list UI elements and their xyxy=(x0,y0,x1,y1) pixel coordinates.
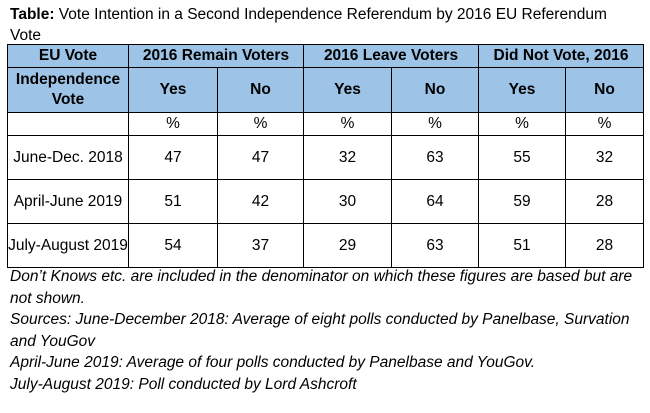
value-cell: 54 xyxy=(128,223,218,268)
note-sources-2018: Sources: June-December 2018: Average of … xyxy=(10,311,630,350)
leave-yes-header: Yes xyxy=(303,67,392,113)
note-sources-april-june-2019: April-June 2019: Average of four polls c… xyxy=(10,354,536,372)
table-row: June-Dec. 2018 47 47 32 63 55 32 xyxy=(7,135,645,180)
did-not-vote-header: Did Not Vote, 2016 xyxy=(478,44,645,68)
unit-cell: % xyxy=(303,112,392,136)
value-cell: 28 xyxy=(565,179,645,224)
value-cell: 47 xyxy=(128,135,218,180)
table-row: July-August 2019 54 37 29 63 51 28 xyxy=(7,223,645,268)
remain-voters-header: 2016 Remain Voters xyxy=(128,44,304,68)
unit-cell: % xyxy=(478,112,567,136)
note-sources-july-august-2019: July-August 2019: Poll conducted by Lord… xyxy=(10,375,357,393)
units-empty-cell xyxy=(7,112,129,136)
header-row-groups: EU Vote 2016 Remain Voters 2016 Leave Vo… xyxy=(7,44,645,68)
caption-prefix: Table: xyxy=(10,6,55,23)
independence-vote-header: Independence Vote xyxy=(7,67,129,113)
value-cell: 30 xyxy=(303,179,392,224)
value-cell: 63 xyxy=(390,135,480,180)
did-not-vote-no-header: No xyxy=(565,67,645,113)
units-row: % % % % % % xyxy=(7,112,645,136)
value-cell: 32 xyxy=(303,135,392,180)
header-row-answers: Independence Vote Yes No Yes No Yes No xyxy=(7,67,645,113)
value-cell: 63 xyxy=(390,223,480,268)
value-cell: 51 xyxy=(478,223,567,268)
remain-yes-header: Yes xyxy=(128,67,218,113)
note-denominator: Don’t Knows etc. are included in the den… xyxy=(10,268,633,307)
value-cell: 29 xyxy=(303,223,392,268)
period-cell: June-Dec. 2018 xyxy=(7,135,129,180)
value-cell: 47 xyxy=(217,135,304,180)
caption-text: Vote Intention in a Second Independence … xyxy=(10,6,607,44)
value-cell: 32 xyxy=(565,135,645,180)
value-cell: 42 xyxy=(217,179,304,224)
unit-cell: % xyxy=(390,112,480,136)
did-not-vote-yes-header: Yes xyxy=(478,67,567,113)
vote-intention-table: EU Vote 2016 Remain Voters 2016 Leave Vo… xyxy=(7,44,645,268)
period-cell: July-August 2019 xyxy=(7,223,129,268)
value-cell: 51 xyxy=(128,179,218,224)
unit-cell: % xyxy=(565,112,645,136)
value-cell: 28 xyxy=(565,223,645,268)
remain-no-header: No xyxy=(217,67,304,113)
value-cell: 64 xyxy=(390,179,480,224)
leave-voters-header: 2016 Leave Voters xyxy=(302,44,480,68)
table-caption: Table: Vote Intention in a Second Indepe… xyxy=(10,4,640,46)
value-cell: 55 xyxy=(478,135,567,180)
eu-vote-header: EU Vote xyxy=(7,44,129,68)
leave-no-header: No xyxy=(390,67,480,113)
value-cell: 59 xyxy=(478,179,567,224)
value-cell: 37 xyxy=(217,223,304,268)
unit-cell: % xyxy=(217,112,304,136)
period-cell: April-June 2019 xyxy=(7,179,129,224)
unit-cell: % xyxy=(128,112,218,136)
table-notes: Don’t Knows etc. are included in the den… xyxy=(10,266,644,396)
table-row: April-June 2019 51 42 30 64 59 28 xyxy=(7,179,645,224)
